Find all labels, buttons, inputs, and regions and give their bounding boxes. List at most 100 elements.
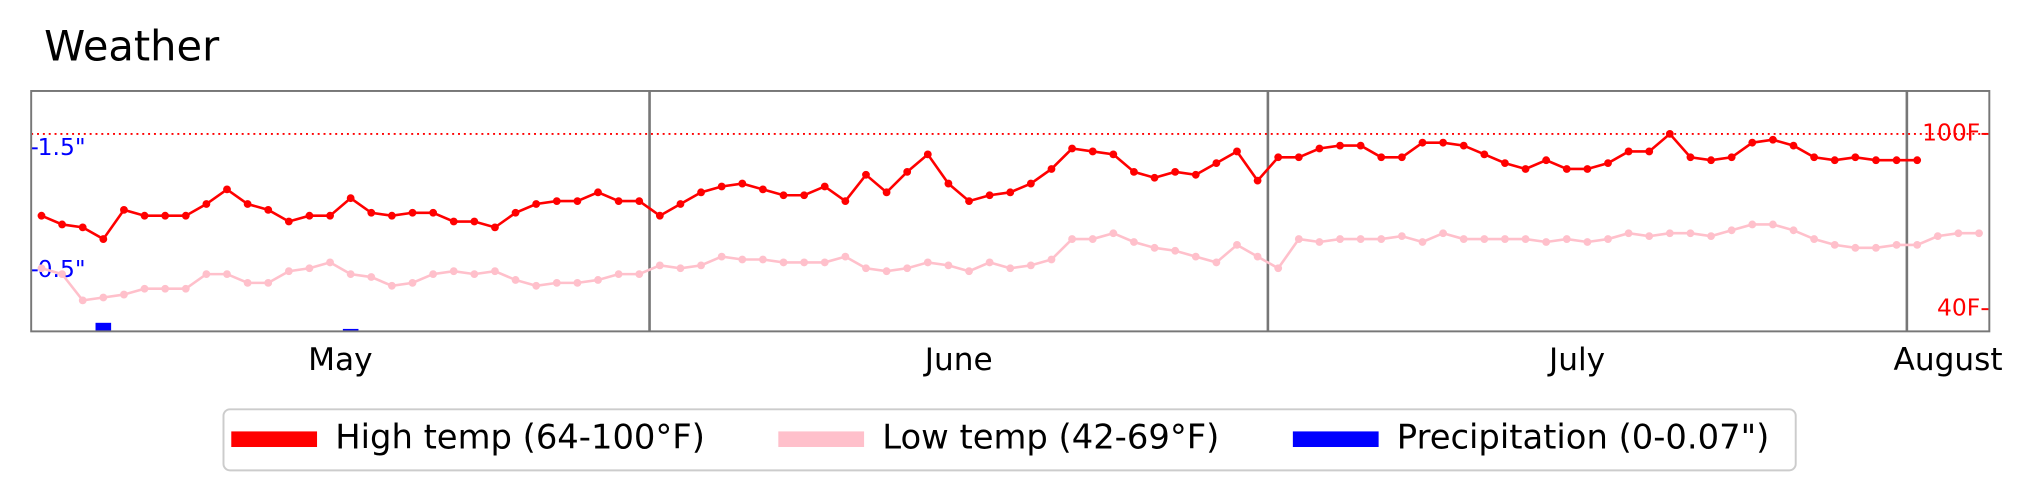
temp-dot [635, 270, 644, 279]
temp-dot [181, 211, 190, 220]
temp-dot [120, 205, 128, 214]
temp-dot [1212, 258, 1221, 267]
x-tick-label: August [1894, 342, 2003, 378]
temp-dot [1459, 141, 1468, 150]
temp-dot [1397, 232, 1406, 241]
temp-dot [1397, 153, 1406, 162]
temp-dot [882, 267, 891, 276]
temp-dot [1274, 153, 1283, 162]
temp-dot [882, 188, 891, 197]
temp-dot [676, 264, 685, 273]
temp-dot [429, 270, 438, 279]
temp-dot [1171, 167, 1180, 176]
temp-dot [429, 208, 438, 217]
temp-dot [161, 211, 170, 220]
temp-dot [78, 223, 87, 232]
temp-dot [243, 200, 252, 208]
temp-dot [1026, 261, 1035, 270]
y-tick-label: 40F [1937, 294, 1980, 322]
temp-dot [1707, 156, 1715, 165]
temp-dot [1191, 252, 1200, 261]
temp-dot [326, 258, 334, 267]
temp-dot [738, 255, 747, 264]
temp-dot [1068, 235, 1076, 243]
temp-dot [1521, 235, 1530, 243]
temp-dot [1047, 255, 1056, 264]
temp-dot [1562, 235, 1571, 243]
temp-dot [326, 211, 334, 220]
temp-dot [1418, 238, 1427, 246]
temp-dot [367, 208, 376, 217]
precip-bar [342, 328, 359, 332]
temp-dot [614, 270, 623, 279]
temp-dot [1294, 153, 1303, 162]
temp-dot [305, 264, 314, 273]
temp-dot [264, 205, 273, 214]
temp-dot [1583, 165, 1592, 173]
temp-dot [470, 270, 479, 279]
temp-dot [1253, 176, 1262, 185]
temp-dot [1542, 238, 1551, 246]
temp-dot [1604, 159, 1612, 168]
temp-dot [1748, 220, 1757, 229]
temp-dot [1233, 147, 1241, 156]
temp-dot [862, 170, 870, 179]
temp-dot [655, 211, 664, 220]
temp-dot [491, 267, 499, 276]
temp-dot [1294, 235, 1303, 243]
legend-swatch [1292, 431, 1379, 448]
temp-dot [58, 220, 67, 229]
legend-swatch [231, 431, 318, 448]
chart-title: Weather [44, 21, 220, 70]
temp-dot [120, 290, 128, 299]
temp-dot [243, 278, 252, 287]
temp-dot [738, 179, 747, 188]
temp-dot [1727, 153, 1736, 162]
temp-dot [697, 188, 705, 197]
temp-dot [1727, 226, 1736, 235]
temp-dot [552, 197, 561, 205]
temp-dot [449, 217, 458, 226]
temp-dot [1356, 141, 1365, 150]
temp-dot [532, 200, 541, 208]
precip-bar [95, 322, 112, 332]
x-tick-label: May [308, 342, 372, 378]
temp-dot [1954, 229, 1963, 238]
temp-dot [841, 252, 850, 261]
temp-dot [1315, 144, 1324, 153]
temp-dot [717, 252, 726, 261]
temp-dot [1686, 229, 1695, 238]
temp-dot [140, 211, 149, 220]
temp-dot [594, 188, 602, 197]
temp-dot [202, 270, 211, 279]
temp-dot [1130, 167, 1138, 176]
temp-dot [573, 197, 582, 205]
temp-dot [1088, 235, 1097, 243]
temp-dot [1336, 141, 1344, 150]
temp-dot [58, 270, 67, 279]
temp-dot [573, 278, 582, 287]
temp-dot [1583, 238, 1592, 246]
temp-dot [284, 267, 293, 276]
temp-dot [1459, 235, 1468, 243]
temp-dot [841, 197, 850, 205]
temp-dot [697, 261, 705, 270]
plot-frame [30, 90, 1991, 333]
temp-dot [140, 284, 149, 293]
temp-dot [923, 150, 932, 159]
legend-label: High temp (64-100°F) [335, 418, 705, 457]
temp-dot [1851, 153, 1860, 162]
temp-dot [202, 200, 211, 208]
temp-dot [37, 211, 46, 220]
temp-dot [965, 267, 973, 276]
temp-dot [985, 191, 994, 200]
temp-dot [1892, 156, 1901, 165]
temp-dot [1006, 264, 1015, 273]
temp-dot [1191, 170, 1200, 179]
temp-dot [1913, 156, 1922, 165]
temp-dot [635, 197, 644, 205]
temp-dot [1686, 153, 1695, 162]
temp-dot [759, 255, 767, 264]
temp-dot [1872, 156, 1880, 165]
